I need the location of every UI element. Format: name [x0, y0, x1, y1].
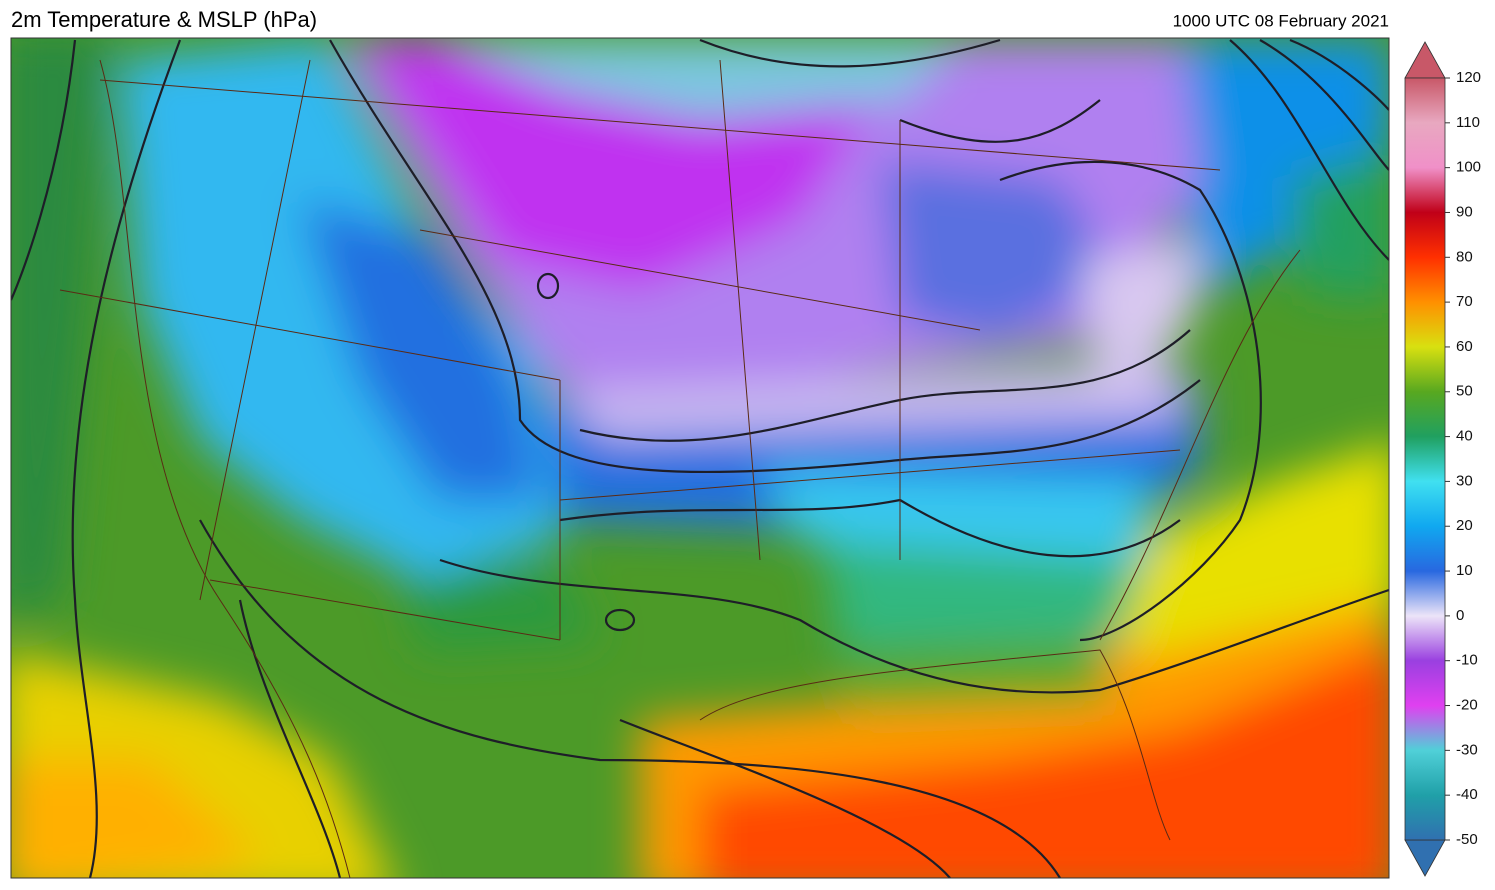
colorbar-scale [1404, 77, 1446, 841]
colorbar-tick-label: 30 [1456, 472, 1473, 489]
colorbar-tick-label: 60 [1456, 338, 1473, 355]
pressure-contours [11, 38, 1389, 878]
colorbar-tick-label: 100 [1456, 159, 1481, 176]
colorbar-tick-label: -30 [1456, 741, 1478, 758]
colorbar-tick-label: 70 [1456, 293, 1473, 310]
colorbar-extend-high [1404, 41, 1446, 79]
colorbar-tick-label: 10 [1456, 562, 1473, 579]
map-title: 2m Temperature & MSLP (hPa) [11, 7, 317, 32]
map-frame [10, 37, 1390, 879]
colorbar-tick-label: 50 [1456, 383, 1473, 400]
borders [59, 59, 1301, 878]
colorbar-extend-low [1404, 839, 1446, 877]
colorbar-tick-label: -10 [1456, 652, 1478, 669]
colorbar-tick-label: 80 [1456, 248, 1473, 265]
colorbar-tick-label: 120 [1456, 69, 1481, 86]
timestamp: 1000 UTC 08 February 2021 [1173, 11, 1389, 30]
colorbar-tick-label: -40 [1456, 786, 1478, 803]
colorbar: 1201101009080706050403020100-10-20-30-40… [1404, 41, 1481, 877]
colorbar-tick-label: -20 [1456, 696, 1478, 713]
colorbar-tick-label: -50 [1456, 831, 1478, 848]
colorbar-tick-label: 110 [1456, 114, 1480, 131]
colorbar-tick-label: 0 [1456, 607, 1464, 624]
colorbar-tick-label: 90 [1456, 203, 1473, 220]
colorbar-tick-label: 40 [1456, 428, 1473, 445]
colorbar-tick-label: 20 [1456, 517, 1473, 534]
